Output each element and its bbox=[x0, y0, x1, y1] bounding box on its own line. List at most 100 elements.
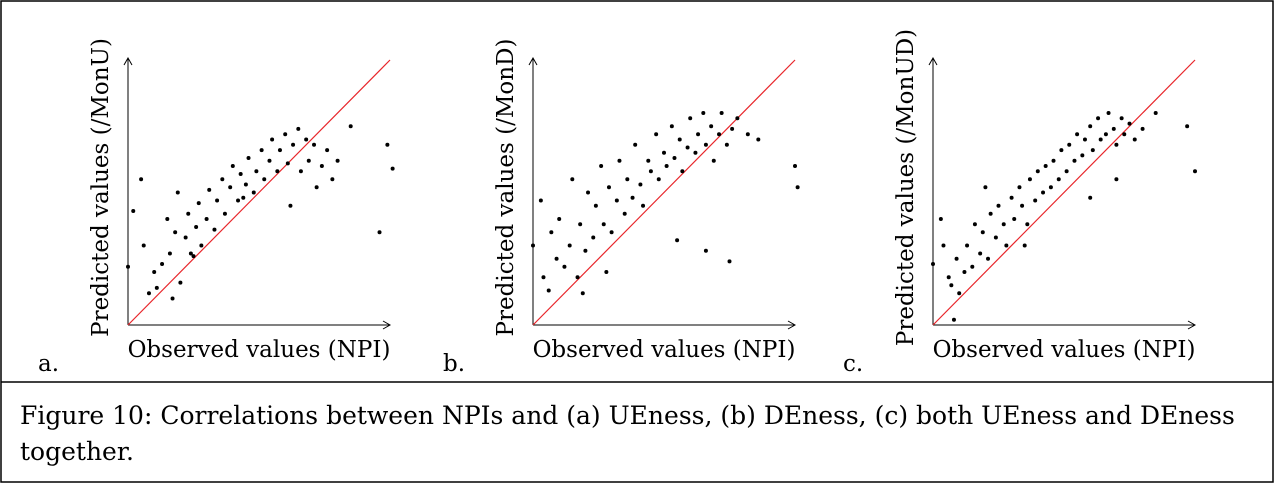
point bbox=[222, 211, 227, 216]
point bbox=[1114, 142, 1119, 147]
x-axis-label: Observed values (NPI) bbox=[533, 337, 796, 363]
point bbox=[183, 235, 188, 240]
point bbox=[980, 230, 985, 235]
point bbox=[1114, 177, 1119, 182]
point bbox=[207, 187, 212, 192]
point bbox=[606, 185, 611, 190]
point bbox=[390, 166, 395, 171]
point bbox=[662, 150, 666, 155]
point bbox=[549, 230, 554, 235]
point bbox=[312, 142, 317, 147]
point bbox=[377, 230, 382, 235]
point bbox=[656, 177, 661, 182]
point bbox=[1027, 177, 1032, 182]
point bbox=[152, 270, 157, 274]
point bbox=[996, 203, 1001, 208]
point bbox=[238, 171, 243, 176]
point bbox=[622, 211, 627, 216]
point bbox=[693, 150, 698, 155]
point bbox=[1088, 124, 1093, 129]
point bbox=[978, 251, 983, 256]
caption: Figure 10: Correlations between NPIs and… bbox=[20, 401, 1235, 466]
point bbox=[745, 132, 750, 137]
point bbox=[204, 217, 209, 221]
point bbox=[717, 132, 722, 137]
point bbox=[1088, 195, 1093, 200]
point bbox=[291, 142, 296, 147]
point bbox=[604, 270, 609, 274]
point bbox=[141, 243, 146, 248]
point bbox=[578, 222, 583, 227]
point bbox=[941, 243, 946, 248]
point bbox=[1064, 169, 1069, 174]
panel-label: b. bbox=[443, 351, 465, 377]
point bbox=[609, 230, 614, 235]
point bbox=[938, 217, 943, 221]
point bbox=[601, 222, 606, 227]
point bbox=[199, 243, 204, 248]
point bbox=[246, 156, 251, 161]
point bbox=[677, 137, 682, 142]
point bbox=[1106, 111, 1111, 115]
point bbox=[1059, 148, 1064, 153]
point bbox=[711, 158, 716, 163]
point bbox=[175, 190, 180, 195]
point bbox=[1098, 137, 1103, 142]
point bbox=[325, 148, 330, 153]
point bbox=[348, 124, 353, 129]
point bbox=[703, 248, 708, 253]
point bbox=[709, 124, 714, 129]
point bbox=[669, 124, 674, 129]
y-axis-label: Predicted values (/MonU) bbox=[88, 38, 114, 337]
point bbox=[931, 262, 935, 267]
point bbox=[1082, 137, 1087, 142]
point bbox=[1096, 116, 1101, 121]
point bbox=[1103, 132, 1108, 137]
point bbox=[298, 169, 303, 174]
point bbox=[617, 158, 622, 163]
point bbox=[285, 161, 290, 166]
point bbox=[541, 275, 546, 280]
point bbox=[648, 169, 653, 174]
point bbox=[795, 185, 800, 190]
point bbox=[641, 203, 646, 208]
point bbox=[957, 291, 962, 296]
point bbox=[146, 291, 151, 296]
point bbox=[993, 235, 998, 240]
point bbox=[593, 203, 598, 208]
point bbox=[554, 256, 559, 261]
panel-label: a. bbox=[38, 351, 59, 377]
point bbox=[633, 142, 638, 147]
point bbox=[186, 211, 191, 216]
point bbox=[1022, 243, 1027, 248]
point bbox=[314, 185, 319, 190]
point bbox=[251, 190, 256, 195]
point bbox=[719, 111, 724, 115]
point bbox=[254, 169, 259, 174]
point bbox=[724, 142, 729, 147]
point bbox=[586, 190, 591, 195]
point bbox=[949, 283, 954, 288]
point bbox=[1009, 195, 1014, 200]
x-axis-label: Observed values (NPI) bbox=[933, 337, 1196, 363]
point bbox=[1043, 164, 1048, 168]
point bbox=[191, 254, 196, 259]
y-axis-label: Predicted values (/MonD) bbox=[493, 39, 519, 337]
point bbox=[1119, 116, 1124, 121]
point bbox=[531, 243, 535, 248]
point bbox=[696, 132, 701, 137]
point bbox=[1080, 153, 1085, 158]
point bbox=[730, 126, 735, 131]
point bbox=[946, 275, 951, 280]
point bbox=[970, 264, 975, 269]
point bbox=[664, 164, 669, 168]
point bbox=[793, 164, 797, 168]
point bbox=[583, 248, 588, 253]
point bbox=[1072, 158, 1077, 163]
point bbox=[1048, 185, 1053, 190]
point bbox=[1075, 132, 1080, 137]
point bbox=[570, 177, 575, 182]
